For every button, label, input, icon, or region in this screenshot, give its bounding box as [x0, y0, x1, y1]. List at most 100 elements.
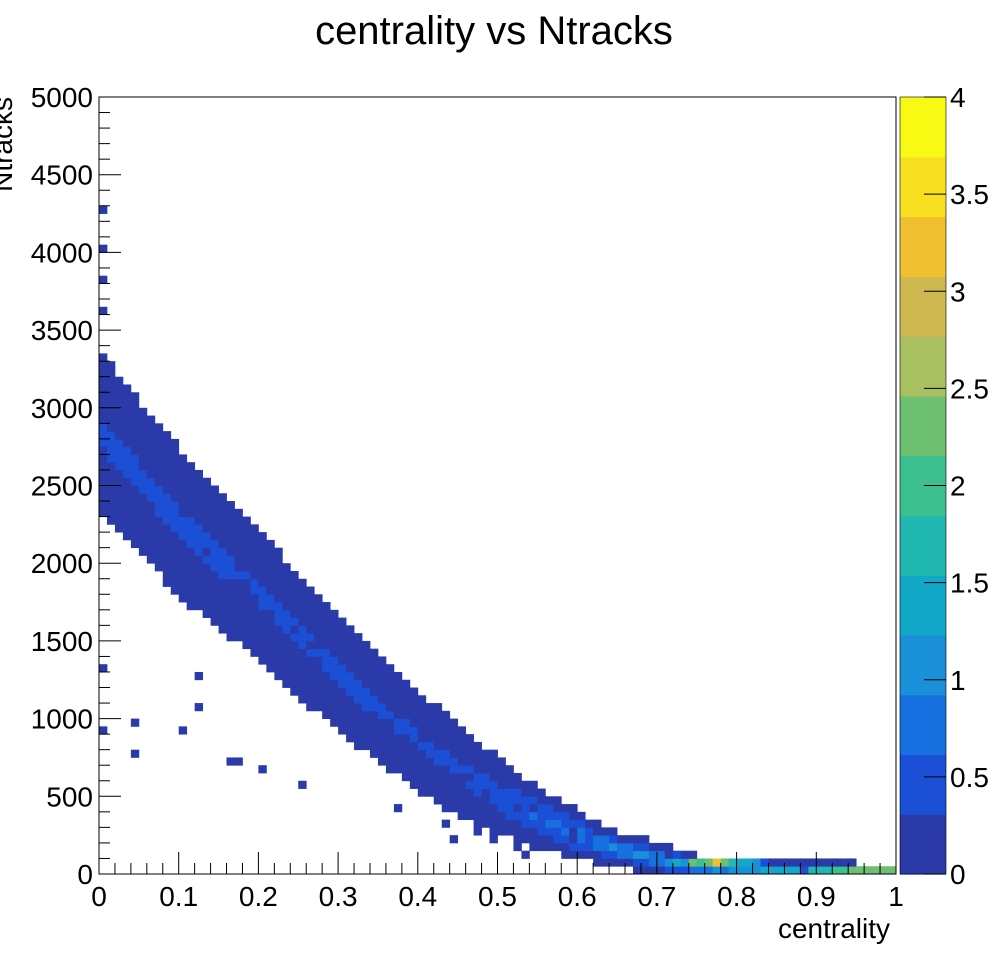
- heatmap-cell: [425, 780, 435, 789]
- heatmap-cell: [162, 477, 172, 486]
- heatmap-cell: [640, 858, 650, 867]
- heatmap-cell: [338, 656, 347, 665]
- heatmap-cell: [377, 726, 387, 735]
- heatmap-cell: [106, 376, 116, 385]
- heatmap-cell: [409, 772, 419, 782]
- heatmap-cell: [449, 726, 459, 735]
- heatmap-cell: [513, 796, 522, 805]
- heatmap-cell: [282, 671, 291, 681]
- heatmap-cell: [505, 804, 514, 813]
- heatmap-cell: [369, 695, 379, 704]
- heatmap-cell: [186, 539, 196, 549]
- heatmap-cell: [218, 609, 227, 618]
- heatmap-cell: [656, 850, 666, 859]
- heatmap-cell: [385, 664, 395, 673]
- heatmap-cell: [130, 407, 140, 416]
- heatmap-cell: [186, 602, 196, 611]
- x-tick-label: 1: [888, 881, 904, 912]
- heatmap-cell: [122, 423, 132, 432]
- heatmap-cell: [210, 602, 219, 611]
- heatmap-cell: [362, 640, 371, 650]
- heatmap-cell: [170, 477, 180, 486]
- heatmap-cell: [218, 493, 227, 502]
- heatmap-cell: [234, 757, 243, 766]
- heatmap-cell: [170, 555, 180, 564]
- heatmap-cell: [210, 555, 219, 564]
- heatmap-cell: [569, 827, 578, 836]
- heatmap-cell: [226, 586, 235, 595]
- heatmap-cell: [226, 524, 235, 533]
- heatmap-cell: [441, 710, 451, 719]
- heatmap-cell: [154, 516, 164, 525]
- heatmap-cell: [226, 501, 235, 510]
- heatmap-cell: [465, 734, 474, 743]
- heatmap-cell: [417, 757, 427, 766]
- heatmap-cell: [202, 594, 211, 603]
- heatmap-cell: [99, 353, 108, 362]
- heatmap-cell: [449, 749, 459, 758]
- colorbar-segment: [900, 156, 946, 218]
- heatmap-cell: [521, 811, 530, 821]
- heatmap-cell: [298, 602, 307, 611]
- heatmap-cell: [497, 765, 506, 774]
- heatmap-cell: [385, 757, 395, 766]
- heatmap-cell: [290, 640, 299, 650]
- heatmap-cell: [282, 578, 291, 587]
- heatmap-cell: [609, 858, 618, 867]
- heatmap-cell: [186, 524, 196, 533]
- heatmap-cell: [632, 858, 642, 867]
- heatmap-cell: [138, 431, 148, 440]
- heatmap-cell: [274, 648, 283, 657]
- heatmap-cell: [346, 695, 355, 704]
- heatmap-cell: [632, 850, 642, 859]
- heatmap-cell: [314, 687, 323, 696]
- heatmap-cell: [338, 703, 347, 712]
- heatmap-cell: [226, 633, 235, 642]
- heatmap-cell: [553, 835, 562, 844]
- heatmap-cell: [609, 835, 618, 844]
- heatmap-cell: [489, 757, 498, 766]
- heatmap-cell: [290, 671, 299, 681]
- heatmap-cell: [146, 462, 156, 471]
- heatmap-cell: [648, 866, 658, 875]
- heatmap-cell: [521, 850, 530, 859]
- heatmap-cell: [306, 703, 315, 712]
- heatmap-cell: [784, 858, 793, 867]
- heatmap-cell: [106, 431, 116, 440]
- heatmap-cell: [250, 602, 259, 611]
- heatmap-cell: [401, 718, 411, 727]
- x-tick-label: 0.8: [717, 881, 756, 912]
- heatmap-cell: [314, 671, 323, 681]
- heatmap-cell: [680, 850, 690, 859]
- heatmap-cell: [298, 640, 307, 650]
- heatmap-cell: [266, 563, 275, 572]
- heatmap-cell: [465, 788, 474, 797]
- heatmap-cell: [242, 516, 251, 525]
- heatmap-cell: [362, 695, 371, 704]
- heatmap-cell: [146, 501, 156, 510]
- heatmap-cell: [170, 493, 180, 502]
- heatmap-cell: [346, 656, 355, 665]
- heatmap-cell: [146, 438, 156, 448]
- colorbar-segment: [900, 754, 946, 815]
- heatmap-cell: [194, 602, 204, 611]
- heatmap-cell: [290, 656, 299, 665]
- heatmap-cell: [441, 772, 451, 782]
- heatmap-cell: [274, 633, 283, 642]
- heatmap-cell: [99, 485, 108, 494]
- heatmap-cell: [330, 671, 339, 681]
- heatmap-cell: [226, 578, 235, 587]
- heatmap-cell: [210, 493, 219, 502]
- heatmap-cell: [298, 625, 307, 634]
- colorbar-segment: [900, 276, 946, 337]
- heatmap-cell: [664, 850, 674, 859]
- heatmap-cell: [218, 570, 227, 580]
- heatmap-cell: [449, 788, 459, 797]
- x-tick-label: 0: [91, 881, 107, 912]
- heatmap-cell: [417, 788, 427, 797]
- heatmap-cell: [290, 578, 299, 587]
- heatmap-cell: [808, 858, 817, 867]
- heatmap-cell: [561, 819, 570, 828]
- heatmap-cell: [593, 858, 602, 867]
- heatmap-cell: [122, 493, 132, 502]
